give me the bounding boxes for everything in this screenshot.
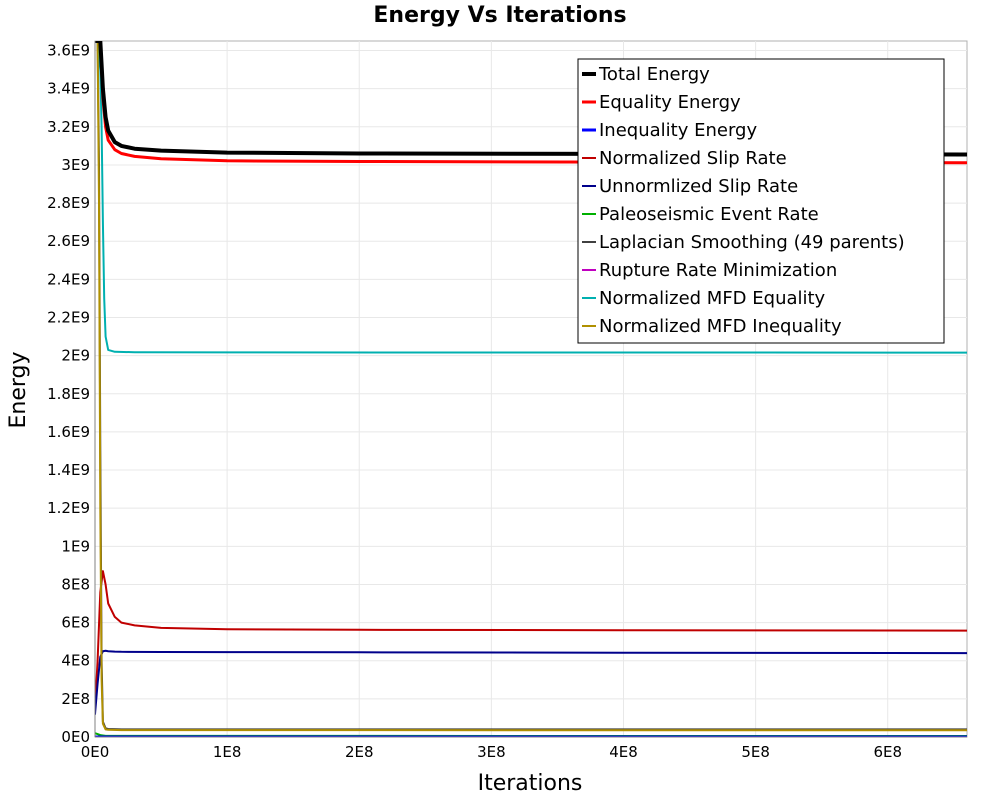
y-tick-label: 2.6E9 xyxy=(47,232,90,250)
chart-title: Energy Vs Iterations xyxy=(373,3,626,28)
y-tick-label: 3.6E9 xyxy=(47,42,90,60)
legend-box xyxy=(577,58,945,344)
legend: Total Energy Equality Energy Inequality En… xyxy=(577,58,945,344)
legend-entry-label: Laplacian Smoothing (49 parents) xyxy=(599,232,905,253)
legend-entry-label: Total Energy xyxy=(598,64,710,85)
x-tick-label: 0E0 xyxy=(81,743,110,761)
legend-entry-label: Inequality Energy xyxy=(599,120,757,141)
y-tick-label: 3E9 xyxy=(61,156,90,174)
series-line-normalized-mfd-inequality xyxy=(95,41,967,732)
y-tick-label: 1.4E9 xyxy=(47,461,90,479)
x-tick-label: 2E8 xyxy=(345,743,374,761)
y-tick-label: 8E8 xyxy=(61,575,90,593)
series-line-unnormlized-slip-rate xyxy=(95,649,967,716)
x-tick-label: 5E8 xyxy=(741,743,770,761)
x-tick-labels: 0E0 1E8 2E8 3E8 4E8 5E8 6E8 xyxy=(81,743,902,761)
x-tick-label: 1E8 xyxy=(213,743,242,761)
y-tick-label: 2E8 xyxy=(61,690,90,708)
series-line-total-energy xyxy=(95,41,967,157)
y-tick-label: 1.8E9 xyxy=(47,385,90,403)
y-tick-label: 2.2E9 xyxy=(47,308,90,326)
x-tick-label: 3E8 xyxy=(477,743,506,761)
x-axis-label: Iterations xyxy=(478,771,583,796)
y-tick-label: 1E9 xyxy=(61,537,90,555)
y-tick-labels: 0E0 2E8 4E8 6E8 8E8 1E9 1.2E9 1.4E9 1.6E9 1.8E9 2E… xyxy=(47,42,90,746)
y-tick-label: 2.4E9 xyxy=(47,270,90,288)
legend-entry-label: Normalized MFD Equality xyxy=(599,288,826,309)
y-axis-label: Energy xyxy=(6,351,31,428)
y-tick-label: 3.4E9 xyxy=(47,80,90,98)
x-tick-label: 4E8 xyxy=(609,743,638,761)
y-tick-label: 1.2E9 xyxy=(47,499,90,517)
y-tick-label: 4E8 xyxy=(61,652,90,670)
legend-entry-label: Unnormlized Slip Rate xyxy=(599,176,798,197)
axes xyxy=(94,41,967,738)
legend-entry-label: Normalized MFD Inequality xyxy=(599,316,842,337)
y-tick-label: 6E8 xyxy=(61,614,90,632)
x-tick-label: 6E8 xyxy=(873,743,902,761)
y-tick-label: 1.6E9 xyxy=(47,423,90,441)
legend-entry-label: Paleoseismic Event Rate xyxy=(599,204,819,225)
legend-entry-label: Equality Energy xyxy=(599,92,741,113)
legend-entry-label: Rupture Rate Minimization xyxy=(599,260,837,281)
legend-entry-label: Normalized Slip Rate xyxy=(599,148,787,169)
y-tick-label: 3.2E9 xyxy=(47,118,90,136)
y-tick-label: 2E9 xyxy=(61,347,90,365)
y-tick-label: 2.8E9 xyxy=(47,194,90,212)
series-layer xyxy=(95,41,967,737)
y-tick-label: 0E0 xyxy=(61,728,90,746)
